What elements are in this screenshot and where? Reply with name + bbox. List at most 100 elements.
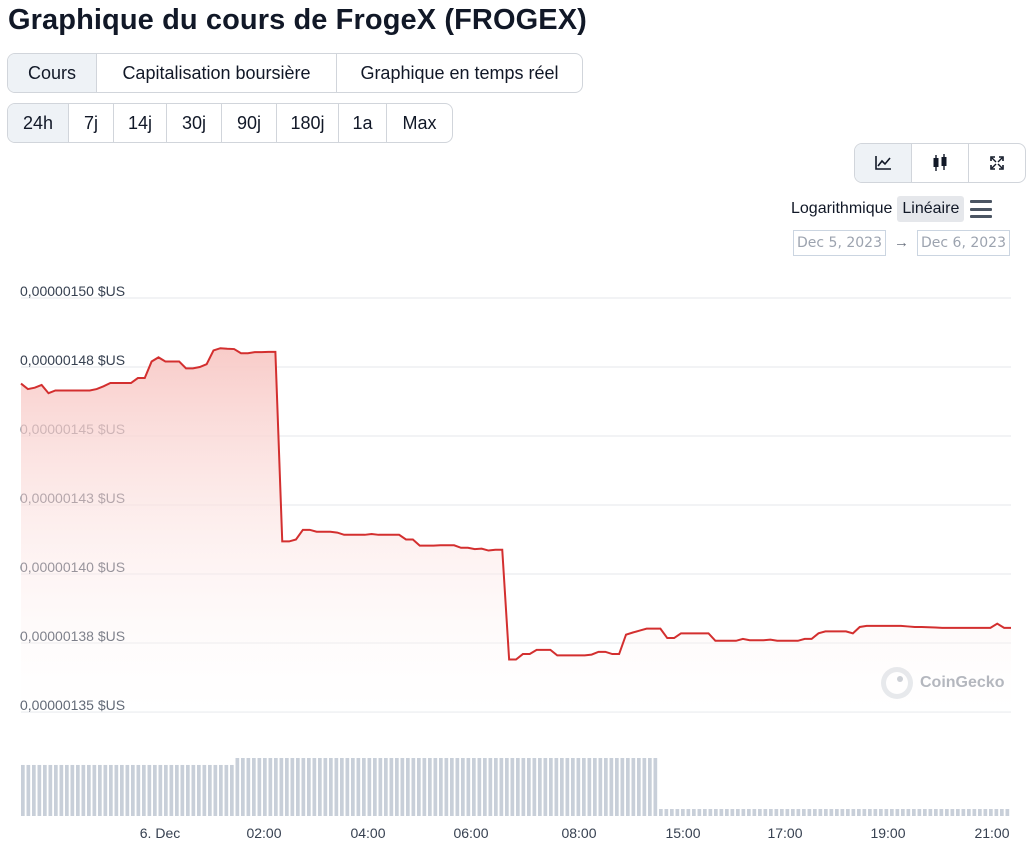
volume-bar [323, 758, 328, 816]
volume-bar [114, 764, 119, 816]
volume-bar [840, 809, 845, 816]
range-90j[interactable]: 90j [222, 104, 277, 142]
volume-bar [868, 809, 872, 816]
tab-temps-reel[interactable]: Graphique en temps réel [360, 62, 559, 83]
volume-bar [246, 758, 251, 816]
volume-bar [725, 809, 729, 816]
volume-bar [675, 809, 680, 816]
volume-bar [109, 764, 113, 816]
volume-bar [406, 758, 410, 816]
tab-capitalisation[interactable]: Capitalisation boursière [97, 54, 337, 92]
scale-linear-option[interactable]: Linéaire [897, 196, 965, 222]
volume-bar [164, 764, 168, 816]
range-1a[interactable]: 1a [339, 104, 387, 142]
range-30j[interactable]: 30j [167, 104, 222, 142]
range-14j[interactable]: 14j [114, 104, 167, 142]
volume-bar [175, 764, 179, 816]
x-tick-label: 06:00 [453, 825, 488, 841]
y-tick-label: 0,00000148 $US [20, 352, 125, 368]
menu-icon[interactable] [970, 198, 993, 220]
volume-bar [516, 758, 520, 816]
candlestick-icon [933, 154, 947, 171]
volume-bar [180, 764, 185, 816]
volume-bar [268, 758, 273, 816]
volume-bar [312, 758, 317, 816]
x-tick-label: 08:00 [561, 825, 596, 841]
volume-bar [719, 809, 724, 816]
view-tabs: Cours Capitalisation boursière Graphique… [7, 53, 583, 93]
volume-bar [538, 758, 542, 816]
volume-bar [76, 764, 80, 816]
volume-bar [747, 809, 751, 816]
date-from-input[interactable]: Dec 5, 2023 [793, 230, 886, 256]
volume-bar [593, 758, 597, 816]
volume-bar [158, 764, 163, 816]
volume-bar [774, 809, 779, 816]
volume-bar [428, 758, 432, 816]
range-7j[interactable]: 7j [69, 104, 114, 142]
volume-bar [989, 809, 993, 816]
tab-cours[interactable]: Cours [8, 54, 97, 92]
volume-bar [983, 809, 988, 816]
volume-bar [510, 758, 515, 816]
volume-bar [681, 809, 685, 816]
volume-bar [780, 809, 784, 816]
x-tick-label: 21:00 [974, 825, 1009, 841]
volume-bar [351, 758, 355, 816]
volume-bar [835, 809, 839, 816]
scale-log-option[interactable]: Logarithmique [791, 200, 893, 217]
volume-bar [626, 758, 630, 816]
volume-bar [422, 758, 427, 816]
date-to-input[interactable]: Dec 6, 2023 [917, 230, 1010, 256]
volume-bar [120, 764, 124, 816]
volume-bar [257, 758, 262, 816]
candlestick-button[interactable] [912, 144, 969, 182]
volume-bar [653, 758, 658, 816]
volume-bar [620, 758, 625, 816]
volume-bar [367, 758, 372, 816]
price-line [20, 347, 1011, 661]
range-24h[interactable]: 24h [8, 104, 69, 142]
volume-bar [48, 764, 53, 816]
volume-bar [499, 758, 504, 816]
volume-bar [252, 758, 256, 816]
volume-bar [664, 809, 669, 816]
volume-bar [521, 758, 526, 816]
volume-bar [345, 758, 350, 816]
line-chart-button[interactable] [855, 144, 912, 182]
volume-bar [395, 758, 399, 816]
volume-bar [818, 809, 823, 816]
volume-bar [356, 758, 361, 816]
volume-bar [411, 758, 416, 816]
range-180j[interactable]: 180j [277, 104, 339, 142]
volume-bar [301, 758, 306, 816]
volume-bar [400, 758, 405, 816]
volume-bar [956, 809, 960, 816]
volume-bar [895, 809, 900, 816]
volume-bar [450, 758, 454, 816]
volume-bar [98, 764, 102, 816]
volume-bar [741, 809, 746, 816]
x-tick-label: 02:00 [246, 825, 281, 841]
volume-bar [796, 809, 801, 816]
volume-bar [92, 764, 97, 816]
volume-bar [340, 758, 344, 816]
volume-bar [186, 764, 190, 816]
volume-bar [26, 764, 31, 816]
volume-bar [829, 809, 834, 816]
volume-bar [642, 758, 647, 816]
volume-bar [631, 758, 636, 816]
fullscreen-button[interactable] [969, 144, 1025, 182]
volume-bar [532, 758, 537, 816]
volume-bar [433, 758, 438, 816]
volume-bar [917, 809, 922, 816]
volume-bar [565, 758, 570, 816]
x-tick-label: 6. Dec [140, 825, 180, 841]
volume-bar [901, 809, 905, 816]
volume-bar [752, 809, 757, 816]
volume-bar [912, 809, 916, 816]
range-max[interactable]: Max [402, 112, 437, 133]
volume-bar [807, 809, 812, 816]
x-axis-labels: 6. Dec 02:00 04:00 06:00 08:00 15:00 17:00 19:0… [140, 825, 1010, 841]
